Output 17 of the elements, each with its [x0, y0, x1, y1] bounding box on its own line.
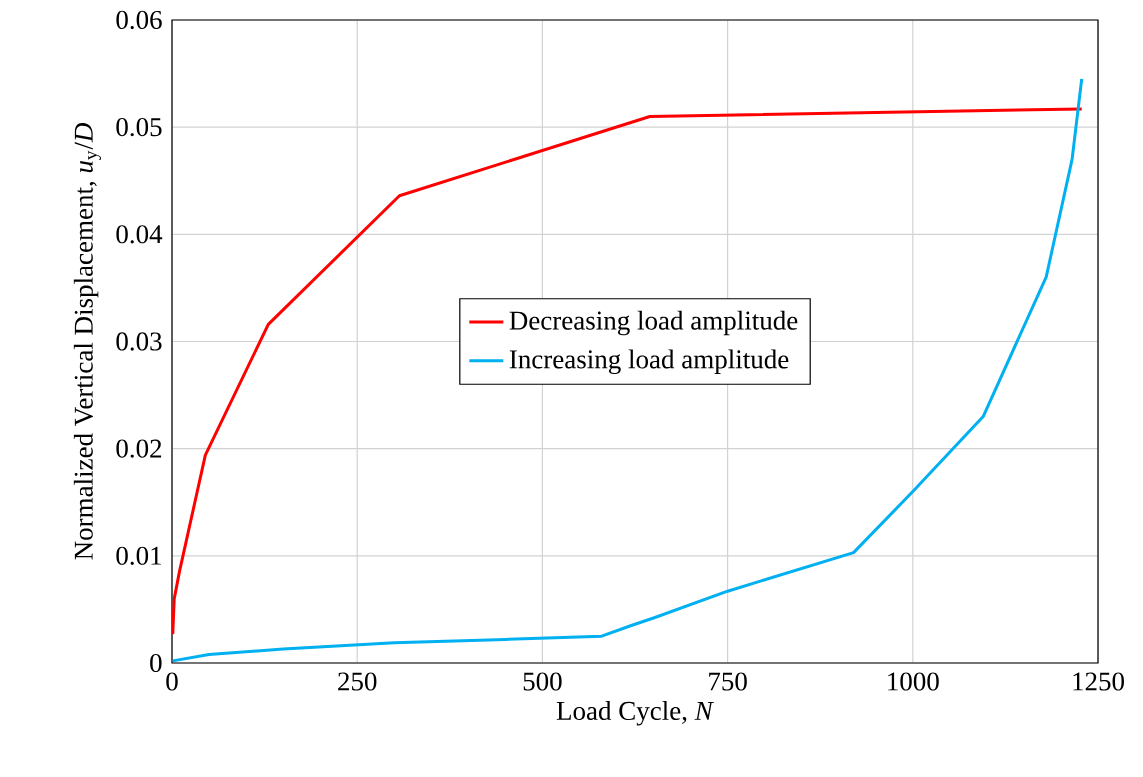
x-axis-title: Load Cycle, N — [556, 701, 714, 726]
legend-label: Increasing load amplitude — [509, 349, 789, 375]
y-tick-label: 0.05 — [116, 117, 162, 137]
y-tick-label: 0.03 — [116, 332, 162, 351]
y-tick-label: 0.06 — [116, 10, 162, 30]
x-tick-label: 0 — [166, 672, 178, 691]
y-tick-label: 0.04 — [116, 225, 163, 244]
y-tick-label: 0 — [150, 653, 162, 673]
y-tick-label: 0.01 — [116, 546, 161, 565]
legend-label: Decreasing load amplitude — [509, 310, 798, 336]
y-tick-label: 0.02 — [116, 439, 162, 458]
x-tick-label: 1000 — [888, 672, 939, 691]
x-tick-label: 500 — [523, 672, 562, 691]
x-tick-label: 250 — [338, 672, 377, 691]
x-tick-label: 1250 — [1073, 672, 1124, 691]
x-tick-label: 750 — [709, 672, 747, 691]
y-axis-title: Normalized Vertical Displacement, u$_{y}$/D — [73, 123, 101, 560]
